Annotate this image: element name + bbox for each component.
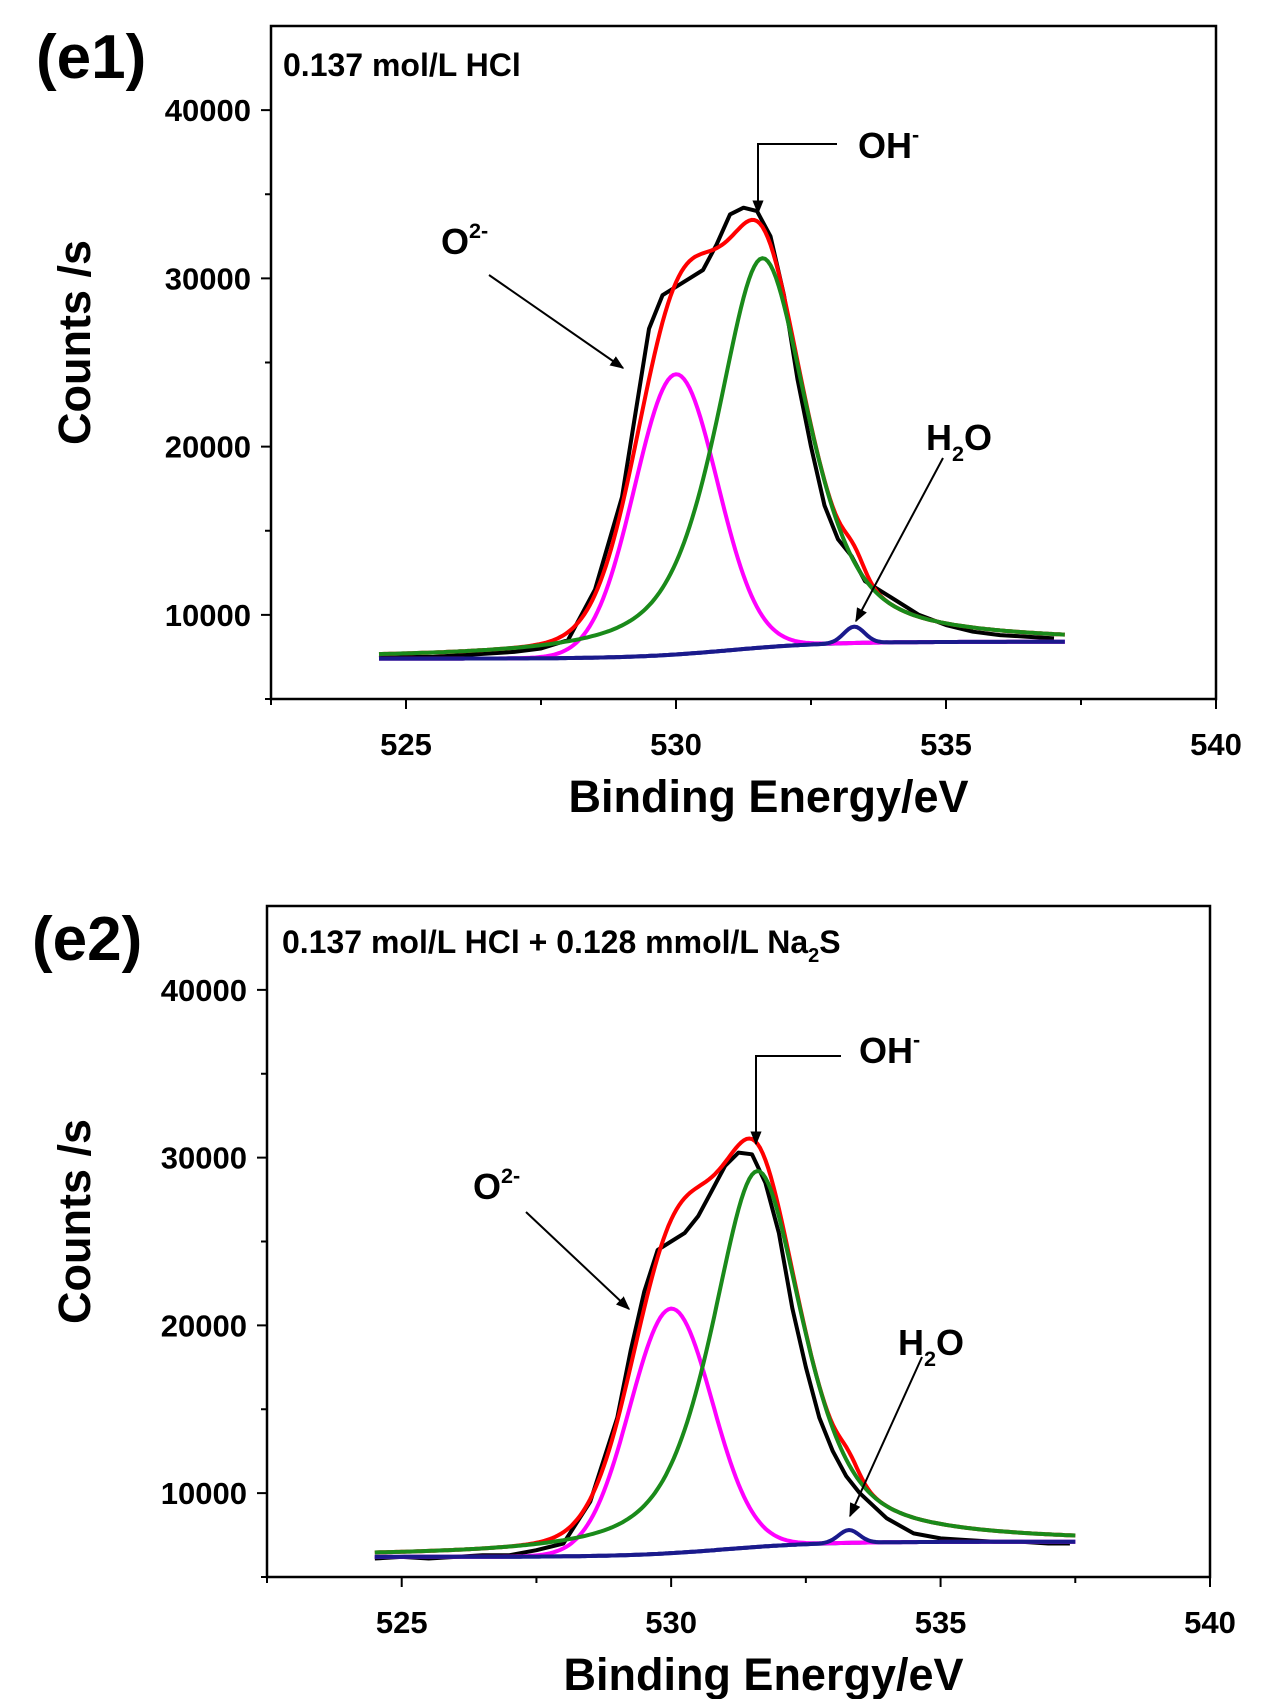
sample-label-tail: S (819, 924, 840, 960)
annotation-label-base: O (441, 221, 469, 262)
annotation-label-sup: 2- (501, 1163, 520, 1188)
x-axis-title: Binding Energy/eV (568, 771, 968, 822)
y-tick-label: 10000 (161, 1476, 247, 1511)
x-tick-label: 535 (920, 727, 972, 762)
annotation-label: H2O (898, 1322, 964, 1371)
sample-label-text: 0.137 mol/L HCl + 0.128 mmol/L Na (282, 924, 808, 960)
sample-label-text: 0.137 mol/L HCl (283, 47, 521, 83)
x-tick-label: 535 (915, 1605, 967, 1640)
y-axis-title: Counts /s (49, 1119, 100, 1324)
annotation-label-base: H (926, 417, 952, 458)
plot-area (378, 205, 1065, 661)
y-axis-title: Counts /s (49, 240, 100, 445)
panel-label: (e1) (36, 23, 146, 92)
y-tick-label: 40000 (165, 93, 251, 128)
oh-component-line (378, 256, 1065, 657)
x-tick-label: 525 (376, 1605, 428, 1640)
annotation-arrow (752, 143, 837, 215)
annotation-arrow (855, 457, 944, 623)
annotation-arrow (849, 1356, 923, 1518)
measured-data-line (374, 1150, 1070, 1561)
fit-envelope-line (378, 217, 1065, 657)
o2-component-line (379, 372, 1065, 661)
annotation-arrow (488, 274, 625, 369)
annotation-label: OH- (859, 1027, 920, 1071)
x-tick-label: 540 (1190, 727, 1242, 762)
y-tick-label: 20000 (165, 430, 251, 465)
oh-component-line (374, 1168, 1076, 1555)
annotation-label-base: H (898, 1322, 924, 1363)
chart-panel-1: 10000 20000 30000 40000 525 530 535 540 Binding … (36, 23, 1242, 822)
annotation-label-base: OH (858, 125, 912, 166)
annotation-label-sup: - (913, 1027, 920, 1052)
annotation-label-base: OH (859, 1030, 913, 1071)
annotation-label-tail: O (964, 417, 992, 458)
plot-area (374, 1136, 1076, 1561)
y-tick-label: 40000 (161, 973, 247, 1008)
y-tick-label: 10000 (165, 598, 251, 633)
chart-panel-2: 10000 20000 30000 40000 525 530 535 540 Binding … (32, 904, 1236, 1699)
sample-label: 0.137 mol/L HCl + 0.128 mmol/L Na2S (282, 924, 841, 967)
annotation-label-tail: O (936, 1322, 964, 1363)
x-tick-label: 530 (650, 727, 702, 762)
annotation-arrow (750, 1055, 841, 1146)
x-tick-label: 525 (380, 727, 432, 762)
x-tick-label: 540 (1184, 1605, 1236, 1640)
annotation-label: OH- (858, 122, 919, 166)
annotation-label-sub: 2 (952, 441, 964, 466)
annotation-label-sub: 2 (924, 1346, 936, 1371)
measured-data-line (378, 205, 1055, 659)
annotation-label: H2O (926, 417, 992, 466)
annotation-label: O2- (441, 218, 488, 262)
plot-frame (269, 24, 1218, 701)
h2o-component-line (374, 1527, 1076, 1559)
annotation-label-sup: - (912, 122, 919, 147)
annotation-label: O2- (473, 1163, 520, 1207)
plot-frame (265, 904, 1212, 1579)
annotation-label-sup: 2- (469, 218, 488, 243)
y-tick-label: 30000 (165, 261, 251, 296)
annotation-label-base: O (473, 1166, 501, 1207)
x-axis-title: Binding Energy/eV (563, 1649, 963, 1699)
o2-component-line (374, 1306, 1076, 1559)
annotation-arrow (525, 1211, 631, 1310)
sample-label-sub: 2 (808, 945, 819, 967)
panel-label: (e2) (32, 905, 142, 974)
sample-label: 0.137 mol/L HCl (283, 47, 521, 83)
h2o-component-line (379, 624, 1065, 661)
y-tick-label: 20000 (161, 1308, 247, 1343)
x-tick-label: 530 (645, 1605, 697, 1640)
y-tick-label: 30000 (161, 1141, 247, 1176)
